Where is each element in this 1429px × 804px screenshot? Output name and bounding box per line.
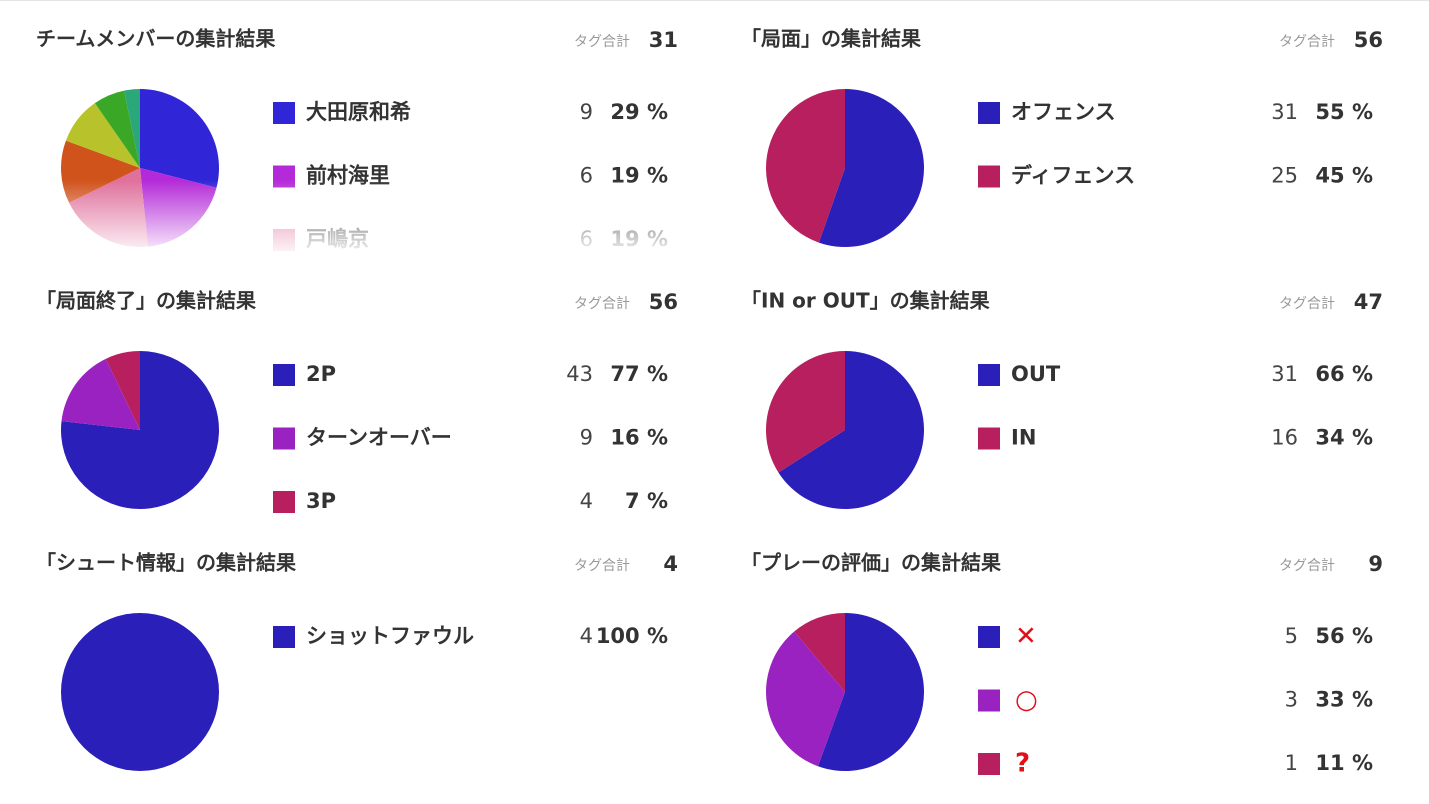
legend-swatch [978, 364, 1000, 386]
legend-label: 2P [306, 362, 336, 386]
pie-slice [765, 631, 845, 767]
total-label: タグ合計 [574, 296, 630, 312]
legend-count: 31 [1271, 100, 1298, 124]
total: 31 [649, 28, 678, 52]
legend-percent: 45 % [1315, 164, 1373, 188]
pie-slice [61, 358, 140, 430]
pie-slice [140, 89, 219, 188]
pie-slice [94, 90, 140, 168]
panel-title: 「プレーの評価」の集計結果 [741, 551, 1001, 575]
panel-title: チームメンバーの集計結果 [36, 27, 275, 51]
total: 47 [1354, 290, 1383, 314]
legend-label: OUT [1011, 362, 1061, 386]
legend-swatch [273, 102, 295, 124]
panel-title: 「シュート情報」の集計結果 [36, 551, 296, 575]
legend-label: ディフェンス [1011, 164, 1135, 188]
pie-slice [124, 89, 140, 168]
panel-title: 「局面」の集計結果 [741, 27, 921, 51]
legend-label: ? [1015, 749, 1030, 779]
legend-label: ターンオーバー [306, 426, 452, 450]
legend-count: 5 [1285, 624, 1298, 648]
legend-swatch [978, 626, 1000, 648]
legend-percent: 33 % [1315, 688, 1373, 712]
legend-swatch [978, 689, 1000, 712]
pie-slice [817, 613, 924, 771]
pie-slice [65, 103, 140, 168]
legend-count: 9 [580, 426, 593, 450]
legend-percent: 34 % [1315, 426, 1373, 450]
total-label: タグ合計 [1279, 558, 1335, 574]
legend-percent: 56 % [1315, 624, 1373, 648]
legend-percent: 100 % [596, 624, 668, 648]
legend-label: オフェンス [1011, 100, 1116, 124]
legend-count: 16 [1271, 426, 1298, 450]
total: 56 [649, 290, 678, 314]
pie-slice [818, 89, 924, 247]
legend-swatch [273, 364, 295, 386]
legend-percent: 16 % [610, 426, 668, 450]
legend-swatch [978, 753, 1000, 775]
legend-percent: 77 % [610, 362, 668, 386]
total: 4 [663, 552, 678, 576]
panel-title: 「IN or OUT」の集計結果 [741, 289, 990, 313]
legend-label: 大田原和希 [306, 100, 411, 124]
legend-count: 4 [580, 489, 593, 513]
total-label: タグ合計 [574, 34, 630, 50]
total: 56 [1354, 28, 1383, 52]
legend-count: 3 [1285, 688, 1298, 712]
total-label: タグ合計 [1279, 34, 1335, 50]
legend-count: 4 [580, 624, 593, 648]
total: 9 [1368, 552, 1383, 576]
legend-swatch [273, 427, 295, 450]
total-label: タグ合計 [1279, 296, 1335, 312]
legend-swatch [978, 102, 1000, 124]
legend-swatch [273, 491, 295, 513]
legend-count: 25 [1271, 164, 1298, 188]
pie-slice [766, 351, 845, 473]
legend-percent: 29 % [610, 100, 668, 124]
legend-percent: 55 % [1315, 100, 1373, 124]
legend-count: 43 [566, 362, 593, 386]
legend-count: 9 [580, 100, 593, 124]
fade-overlay [20, 180, 700, 252]
legend-count: 1 [1285, 751, 1298, 775]
pie-slice [794, 613, 845, 692]
legend-label: ショットファウル [306, 624, 474, 648]
legend-swatch [273, 626, 295, 648]
legend-swatch [978, 165, 1000, 188]
legend-label: 3P [306, 489, 336, 513]
legend-swatch [978, 427, 1000, 450]
legend-percent: 7 % [625, 489, 668, 513]
legend-count: 31 [1271, 362, 1298, 386]
legend-label: ○ [1015, 685, 1038, 715]
pie-slice [765, 89, 845, 243]
panel-title: 「局面終了」の集計結果 [36, 289, 256, 313]
total-label: タグ合計 [574, 558, 630, 574]
legend-label: ✕ [1015, 622, 1037, 652]
legend-label: IN [1011, 426, 1036, 450]
legend-percent: 66 % [1315, 362, 1373, 386]
pie-slice [61, 613, 219, 771]
pie-slice [105, 351, 140, 430]
legend-percent: 11 % [1315, 751, 1373, 775]
pie-slice [778, 351, 925, 510]
